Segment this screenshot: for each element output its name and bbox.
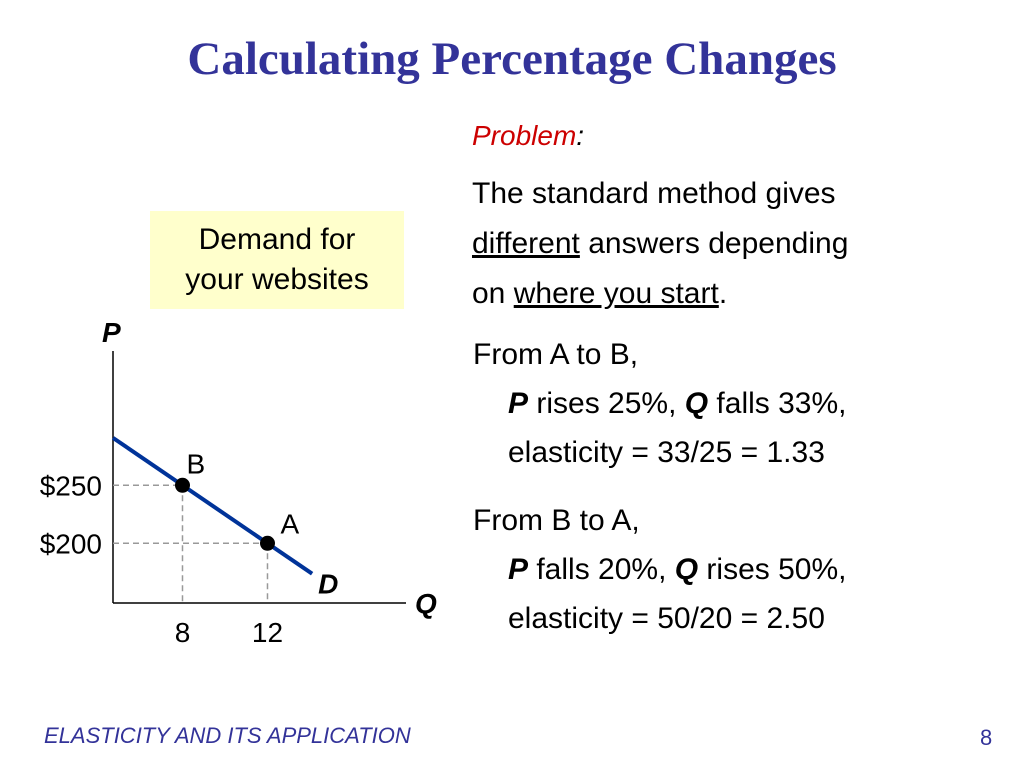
demand-line <box>111 436 314 576</box>
demand-chart: D B A $250 $200 8 12 P Q <box>40 317 437 648</box>
page-number: 8 <box>980 725 993 750</box>
problem-line-1: The standard method gives <box>472 177 836 210</box>
y-tick-label: $200 <box>40 528 102 559</box>
problem-heading: Problem: <box>472 120 585 151</box>
x-tick-label: 12 <box>252 617 283 648</box>
point-label-B: B <box>186 448 205 479</box>
problem-line-2: different answers depending <box>472 227 849 260</box>
underlined-different: different <box>472 227 580 260</box>
underlined-where-you-start: where you start <box>513 277 719 310</box>
calc-b-to-a: From B to A, P falls 20%, Q rises 50%, e… <box>473 496 846 643</box>
y-tick-label: $250 <box>40 470 102 501</box>
point-A <box>259 535 275 551</box>
demand-curve-label: D <box>318 569 338 600</box>
calc-a-to-b-heading: From A to B, <box>473 338 639 371</box>
calc-b-to-a-elasticity: elasticity = 50/20 = 2.50 <box>508 602 825 635</box>
x-tick-label: 8 <box>175 617 191 648</box>
problem-line-3: on where you start. <box>472 277 728 310</box>
problem-statement: The standard method gives different answ… <box>472 169 992 319</box>
calc-a-to-b-elasticity: elasticity = 33/25 = 1.33 <box>508 436 825 469</box>
point-B <box>174 477 190 493</box>
footer-text: ELASTICITY AND ITS APPLICATION <box>44 723 411 748</box>
note-line-2: your websites <box>185 263 369 296</box>
x-axis-label: Q <box>415 588 437 619</box>
slide-title: Calculating Percentage Changes <box>187 33 837 85</box>
chart-note-box: Demand for your websites <box>150 211 404 309</box>
calc-b-to-a-heading: From B to A, <box>473 504 640 537</box>
point-label-A: A <box>280 508 299 539</box>
calc-a-to-b: From A to B, P rises 25%, Q falls 33%, e… <box>473 330 847 477</box>
calc-b-to-a-changes: P falls 20%, Q rises 50%, <box>508 553 847 586</box>
note-line-1: Demand for <box>198 223 356 256</box>
y-axis-label: P <box>102 317 121 348</box>
calc-a-to-b-changes: P rises 25%, Q falls 33%, <box>508 387 847 420</box>
